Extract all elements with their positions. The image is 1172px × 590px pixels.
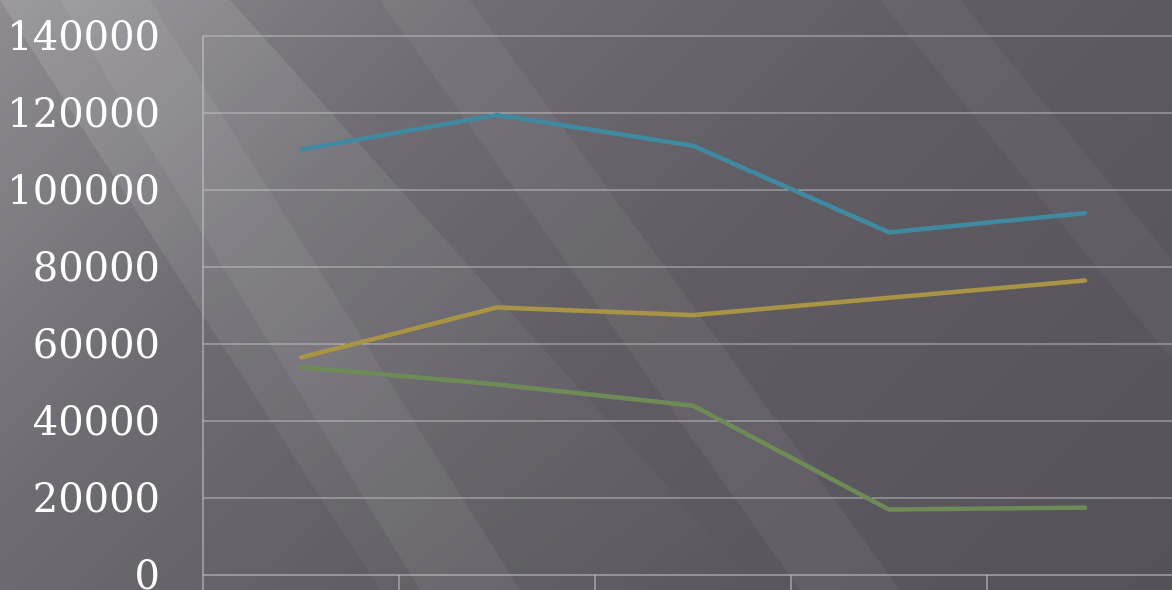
y-tick-label: 20000 — [33, 476, 160, 522]
series-line-1 — [298, 112, 1088, 235]
y-tick-label: 0 — [135, 553, 160, 590]
y-axis-tick-labels: 0 20000 40000 60000 80000 100000 120000 140000 — [7, 14, 160, 590]
y-tick-label: 140000 — [7, 14, 160, 60]
y-tick-label: 100000 — [7, 168, 160, 214]
y-tick-label: 40000 — [33, 399, 160, 445]
y-tick-label: 120000 — [7, 91, 160, 137]
y-tick-label: 60000 — [33, 322, 160, 368]
series-line-2 — [298, 278, 1088, 360]
series-line-3 — [298, 364, 1088, 512]
x-axis — [202, 36, 1172, 590]
gridlines — [203, 35, 1172, 499]
y-tick-label: 80000 — [33, 245, 160, 291]
plot-area — [298, 112, 1088, 512]
